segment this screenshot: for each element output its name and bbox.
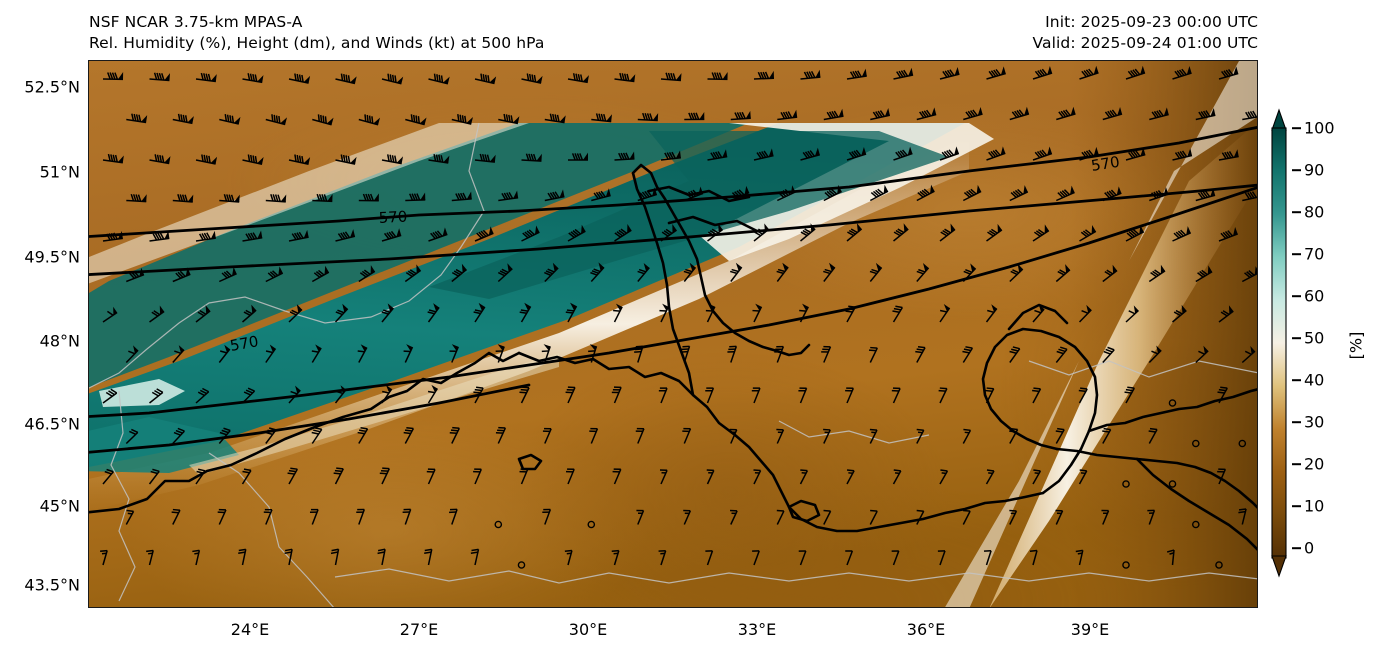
coastlines bbox=[89, 163, 1257, 551]
contour-label-group: 570 570 570 bbox=[229, 153, 1121, 355]
colorbar-unit-label: [%] bbox=[1346, 331, 1366, 360]
rh-bright-ribbon bbox=[945, 61, 1257, 607]
latitude-tick-label: 43.5°N bbox=[24, 575, 80, 595]
colorbar-tick-mark bbox=[1292, 505, 1301, 507]
colorbar-tick-mark bbox=[1292, 337, 1301, 339]
latitude-tick-label: 52.5°N bbox=[24, 77, 80, 97]
colorbar-tick-mark bbox=[1292, 295, 1301, 297]
contour-label-570-southwest: 570 bbox=[229, 332, 260, 355]
latitude-tick-label: 45°N bbox=[39, 496, 80, 516]
colorbar-tick-mark bbox=[1292, 169, 1301, 171]
colorbar-tick-label: 100 bbox=[1304, 118, 1335, 138]
map-canvas: 570 570 570 bbox=[89, 61, 1257, 607]
colorbar-tick-label: 20 bbox=[1304, 454, 1325, 474]
colorbar-tick-label: 30 bbox=[1304, 412, 1325, 432]
colorbar-tick-mark bbox=[1292, 463, 1301, 465]
colorbar-tick-label: 50 bbox=[1304, 328, 1325, 348]
national-borders bbox=[89, 122, 1257, 607]
colorbar-tick-mark bbox=[1292, 379, 1301, 381]
colorbar-tick-mark bbox=[1292, 127, 1301, 129]
colorbar-tick-mark bbox=[1292, 547, 1301, 549]
valid-time-block: Init: 2025-09-23 00:00 UTC Valid: 2025-09… bbox=[1032, 12, 1258, 54]
longitude-tick-label: 39°E bbox=[1070, 620, 1110, 639]
latitude-tick-label: 49.5°N bbox=[24, 247, 80, 267]
latitude-tick-label: 46.5°N bbox=[24, 414, 80, 434]
colorbar-body bbox=[1271, 127, 1287, 559]
model-field-description: Rel. Humidity (%), Height (dm), and Wind… bbox=[89, 34, 545, 52]
map-plot-area: 570 570 570 bbox=[88, 60, 1258, 608]
colorbar-tick-label: 0 bbox=[1304, 538, 1315, 558]
model-title-block: NSF NCAR 3.75-km MPAS-A Rel. Humidity (%)… bbox=[89, 12, 545, 54]
init-time: Init: 2025-09-23 00:00 UTC bbox=[1045, 13, 1258, 31]
colorbar-tick-mark bbox=[1292, 253, 1301, 255]
colorbar-tick-label: 10 bbox=[1304, 496, 1325, 516]
latitude-tick-label: 51°N bbox=[39, 162, 80, 182]
longitude-tick-label: 27°E bbox=[399, 620, 439, 639]
colorbar-tick-label: 90 bbox=[1304, 160, 1325, 180]
longitude-tick-label: 36°E bbox=[906, 620, 946, 639]
longitude-tick-label: 24°E bbox=[230, 620, 270, 639]
colorbar-tick-label: 80 bbox=[1304, 202, 1325, 222]
contour-label-570-west: 570 bbox=[378, 208, 408, 227]
colorbar-tick-mark bbox=[1292, 211, 1301, 213]
longitude-tick-label: 33°E bbox=[737, 620, 777, 639]
colorbar: 100 90 80 70 60 50 40 30 20 10 0 [%] bbox=[1266, 108, 1378, 578]
colorbar-tick-label: 60 bbox=[1304, 286, 1325, 306]
colorbar-extend-min bbox=[1271, 555, 1287, 578]
contour-label-570-east: 570 bbox=[1090, 153, 1121, 175]
longitude-tick-label: 30°E bbox=[568, 620, 608, 639]
latitude-tick-label: 48°N bbox=[39, 331, 80, 351]
colorbar-extend-max bbox=[1271, 108, 1287, 131]
colorbar-tick-mark bbox=[1292, 421, 1301, 423]
colorbar-tick-label: 40 bbox=[1304, 370, 1325, 390]
colorbar-gradient bbox=[1271, 108, 1287, 578]
valid-time: Valid: 2025-09-24 01:00 UTC bbox=[1032, 34, 1258, 52]
colorbar-tick-label: 70 bbox=[1304, 244, 1325, 264]
model-name: NSF NCAR 3.75-km MPAS-A bbox=[89, 13, 303, 31]
rh-moist-band bbox=[89, 123, 994, 511]
